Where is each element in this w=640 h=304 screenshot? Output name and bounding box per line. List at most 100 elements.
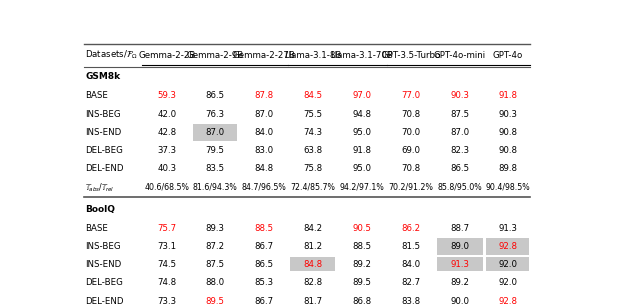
Text: 87.8: 87.8 <box>254 92 273 100</box>
Text: 89.8: 89.8 <box>498 164 517 174</box>
Text: 86.7: 86.7 <box>254 242 273 251</box>
Text: 74.3: 74.3 <box>303 128 322 137</box>
Text: 90.5: 90.5 <box>352 224 371 233</box>
Text: BASE: BASE <box>86 92 108 100</box>
Text: BoolQ: BoolQ <box>86 205 115 214</box>
Text: INS-END: INS-END <box>86 260 122 269</box>
Text: 89.0: 89.0 <box>451 242 469 251</box>
Text: 95.0: 95.0 <box>352 128 371 137</box>
Text: 83.0: 83.0 <box>254 146 273 155</box>
Bar <box>486 257 529 273</box>
Text: 83.8: 83.8 <box>401 297 420 304</box>
Text: Llama-3.1-70B: Llama-3.1-70B <box>330 51 393 60</box>
Text: DEL-BEG: DEL-BEG <box>86 146 124 155</box>
Text: Gemma-2-27B: Gemma-2-27B <box>232 51 295 60</box>
Text: 92.0: 92.0 <box>498 278 517 288</box>
Text: 72.4/85.7%: 72.4/85.7% <box>290 183 335 192</box>
Text: 90.8: 90.8 <box>498 128 517 137</box>
Text: GSM8k: GSM8k <box>86 72 120 81</box>
Text: 74.5: 74.5 <box>157 260 177 269</box>
Text: 81.7: 81.7 <box>303 297 322 304</box>
Text: 95.0: 95.0 <box>352 164 371 174</box>
Text: 84.2: 84.2 <box>303 224 322 233</box>
Text: 84.8: 84.8 <box>303 260 322 269</box>
Text: 69.0: 69.0 <box>401 146 420 155</box>
Text: Gemma-2-2B: Gemma-2-2B <box>138 51 195 60</box>
Text: 86.5: 86.5 <box>254 260 273 269</box>
Bar <box>436 238 483 255</box>
Bar <box>290 257 335 273</box>
Text: 84.5: 84.5 <box>303 92 322 100</box>
Text: 76.3: 76.3 <box>205 110 225 119</box>
Text: 70.8: 70.8 <box>401 110 420 119</box>
Text: 37.3: 37.3 <box>157 146 177 155</box>
Text: Llama-3.1-8B: Llama-3.1-8B <box>284 51 341 60</box>
Text: Datasets/$\mathcal{F}_{\Omega}$: Datasets/$\mathcal{F}_{\Omega}$ <box>86 49 139 61</box>
Text: 40.3: 40.3 <box>157 164 177 174</box>
Text: 87.5: 87.5 <box>451 110 470 119</box>
Text: 85.8/95.0%: 85.8/95.0% <box>438 183 483 192</box>
Text: 88.7: 88.7 <box>451 224 470 233</box>
Text: 88.0: 88.0 <box>205 278 225 288</box>
Text: 70.0: 70.0 <box>401 128 420 137</box>
Text: 86.5: 86.5 <box>451 164 470 174</box>
Text: 92.0: 92.0 <box>498 260 517 269</box>
Text: 89.5: 89.5 <box>205 297 225 304</box>
Text: 88.5: 88.5 <box>254 224 273 233</box>
Text: 82.3: 82.3 <box>451 146 470 155</box>
Text: 87.0: 87.0 <box>254 110 273 119</box>
Text: 97.0: 97.0 <box>352 92 371 100</box>
Text: INS-END: INS-END <box>86 128 122 137</box>
Text: 89.2: 89.2 <box>451 278 469 288</box>
Bar <box>436 275 483 291</box>
Text: 42.8: 42.8 <box>157 128 177 137</box>
Text: 81.2: 81.2 <box>303 242 322 251</box>
Text: $\mathbb{T}_{abs}$/$\mathbb{T}_{rel}$: $\mathbb{T}_{abs}$/$\mathbb{T}_{rel}$ <box>86 181 115 194</box>
Text: 81.6/94.3%: 81.6/94.3% <box>193 183 237 192</box>
Text: GPT-4o: GPT-4o <box>492 51 523 60</box>
Text: 75.5: 75.5 <box>303 110 322 119</box>
Text: 40.6/68.5%: 40.6/68.5% <box>145 183 189 192</box>
Text: 90.0: 90.0 <box>451 297 469 304</box>
Text: 91.8: 91.8 <box>352 146 371 155</box>
Text: INS-BEG: INS-BEG <box>86 242 121 251</box>
Text: 84.8: 84.8 <box>254 164 273 174</box>
Text: 83.5: 83.5 <box>205 164 225 174</box>
Text: 87.0: 87.0 <box>205 128 225 137</box>
Text: 86.2: 86.2 <box>401 224 420 233</box>
Text: 91.3: 91.3 <box>498 224 517 233</box>
Text: 84.0: 84.0 <box>401 260 420 269</box>
Text: 73.1: 73.1 <box>157 242 177 251</box>
Text: GPT-3.5-Turbo: GPT-3.5-Turbo <box>381 51 440 60</box>
Text: Gemma-2-9B: Gemma-2-9B <box>186 51 244 60</box>
Text: 79.5: 79.5 <box>205 146 225 155</box>
Bar <box>486 238 529 255</box>
Text: 70.8: 70.8 <box>401 164 420 174</box>
Text: 87.2: 87.2 <box>205 242 225 251</box>
Bar <box>436 257 483 273</box>
Text: 90.8: 90.8 <box>498 146 517 155</box>
Text: DEL-END: DEL-END <box>86 164 124 174</box>
Text: 59.3: 59.3 <box>157 92 176 100</box>
Text: DEL-BEG: DEL-BEG <box>86 278 124 288</box>
Text: 89.3: 89.3 <box>205 224 225 233</box>
Text: 82.7: 82.7 <box>401 278 420 288</box>
Text: 75.8: 75.8 <box>303 164 322 174</box>
Text: 86.5: 86.5 <box>205 92 225 100</box>
Text: 75.7: 75.7 <box>157 224 177 233</box>
Text: 42.0: 42.0 <box>157 110 177 119</box>
Text: 86.8: 86.8 <box>352 297 371 304</box>
Text: 94.8: 94.8 <box>352 110 371 119</box>
Text: 89.5: 89.5 <box>352 278 371 288</box>
Text: 70.2/91.2%: 70.2/91.2% <box>388 183 433 192</box>
Text: 63.8: 63.8 <box>303 146 322 155</box>
Text: 81.5: 81.5 <box>401 242 420 251</box>
Text: 91.3: 91.3 <box>451 260 469 269</box>
Text: 92.8: 92.8 <box>498 242 517 251</box>
Bar <box>193 124 237 141</box>
Text: 90.3: 90.3 <box>451 92 469 100</box>
Text: 90.4/98.5%: 90.4/98.5% <box>485 183 530 192</box>
Text: 85.3: 85.3 <box>254 278 273 288</box>
Text: 94.2/97.1%: 94.2/97.1% <box>339 183 384 192</box>
Text: 73.3: 73.3 <box>157 297 177 304</box>
